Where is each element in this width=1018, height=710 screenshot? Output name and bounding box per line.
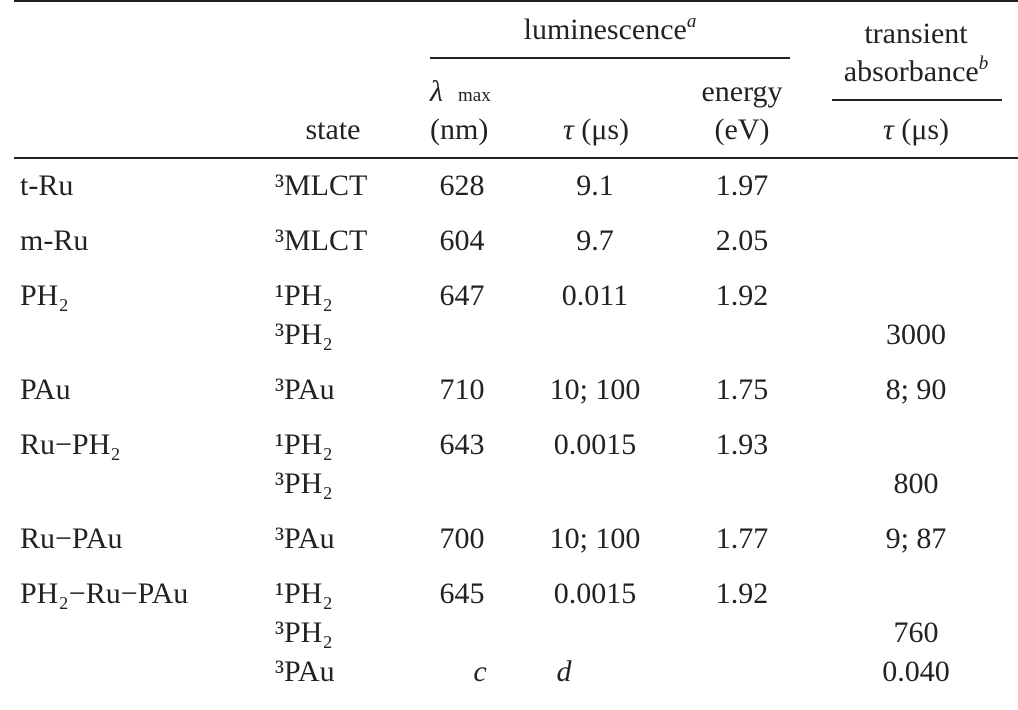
unit: (μs) <box>901 113 949 146</box>
compound: Ru−PH₂ <box>20 428 121 461</box>
state: ¹PH₂ <box>275 279 333 312</box>
group-header: luminescencea <box>410 12 810 48</box>
symbol: λ <box>430 75 443 108</box>
lifetime: 9.1 <box>576 169 614 202</box>
lambda-max: 628 <box>439 169 485 202</box>
state: ³PH₂ <box>275 467 333 500</box>
column-header: τ (μs) <box>716 112 1018 148</box>
top-rule <box>14 0 1018 2</box>
energy: 1.77 <box>715 522 769 555</box>
lifetime: 0.0015 <box>553 428 637 461</box>
state: ³PAu <box>275 373 335 406</box>
state: ³MLCT <box>275 169 368 202</box>
energy: 1.93 <box>715 428 769 461</box>
lifetime: 10; 100 <box>549 522 641 555</box>
symbol: τ <box>883 113 894 146</box>
state: ³PH₂ <box>275 616 333 649</box>
lambda-max: 643 <box>439 428 485 461</box>
state: ³PAu <box>275 522 335 555</box>
group-rule <box>832 99 1002 101</box>
lambda-max: 604 <box>439 224 485 257</box>
symbol: τ <box>563 113 574 146</box>
transient-lifetime: 760 <box>893 616 939 649</box>
compound: t-Ru <box>20 169 74 202</box>
compound: m-Ru <box>20 224 89 257</box>
column-header: state <box>305 113 361 146</box>
column-header: λ max <box>430 74 491 114</box>
column-header: τ (μs) <box>396 112 796 148</box>
footnote-mark: c <box>473 655 487 688</box>
subscript: max <box>458 85 491 106</box>
lambda-max: 700 <box>439 522 485 555</box>
column-header: (nm) <box>430 113 489 146</box>
transient-lifetime: 9; 87 <box>885 522 947 555</box>
compound: Ru−PAu <box>20 522 123 555</box>
column-header: energy <box>701 75 783 108</box>
state: ¹PH₂ <box>275 428 333 461</box>
transient-lifetime: 800 <box>893 467 939 500</box>
state: ¹PH₂ <box>275 577 333 610</box>
footnote-mark: b <box>978 53 989 74</box>
energy: 1.97 <box>715 169 769 202</box>
group-header: absorbanceb <box>716 54 1018 90</box>
energy: 1.92 <box>715 577 769 610</box>
lifetime: 0.011 <box>561 279 629 312</box>
transient-lifetime: 8; 90 <box>885 373 947 406</box>
state: ³PAu <box>275 655 335 688</box>
lambda-max: 645 <box>439 577 485 610</box>
footnote-mark: d <box>556 655 572 688</box>
column-header: (eV) <box>714 113 770 146</box>
lifetime: 0.0015 <box>553 577 637 610</box>
header-text: absorbance <box>843 55 979 88</box>
lifetime: 10; 100 <box>549 373 641 406</box>
unit: (μs) <box>581 113 629 146</box>
group-rule <box>430 57 790 59</box>
footnote-mark: a <box>686 11 697 32</box>
transient-lifetime: 3000 <box>886 318 946 351</box>
lifetime: 9.7 <box>576 224 614 257</box>
energy: 1.75 <box>715 373 769 406</box>
header-text: transient <box>864 17 968 50</box>
energy: 2.05 <box>715 224 769 257</box>
state: ³PH₂ <box>275 318 333 351</box>
compound: PH₂−Ru−PAu <box>20 577 189 610</box>
lambda-max: 647 <box>439 279 485 312</box>
header-rule <box>14 157 1018 159</box>
lambda-max: 710 <box>439 373 485 406</box>
energy: 1.92 <box>715 279 769 312</box>
header-text: luminescence <box>523 13 687 46</box>
compound: PH₂ <box>20 279 69 312</box>
state: ³MLCT <box>275 224 368 257</box>
transient-lifetime: 0.040 <box>882 655 950 688</box>
compound: PAu <box>20 373 71 406</box>
